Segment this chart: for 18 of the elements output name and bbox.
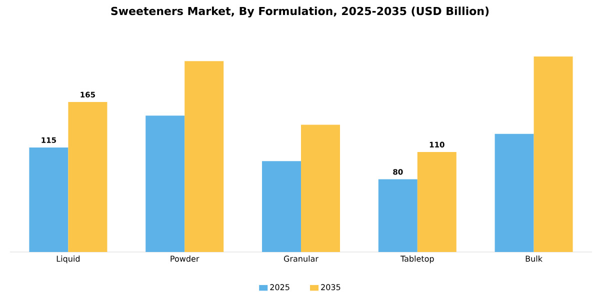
x-tick-label: Liquid [56, 256, 80, 264]
bar [534, 56, 573, 252]
bar [146, 116, 185, 252]
bar [68, 102, 108, 252]
x-tick-label: Bulk [526, 256, 542, 262]
bar [378, 179, 418, 252]
x-tick-label: Tabletop [400, 256, 434, 264]
x-tick-label: Powder [170, 256, 200, 262]
legend-label: 2035 [321, 284, 340, 290]
legend-label: 2025 [270, 284, 290, 290]
bar [417, 152, 456, 252]
chart-title: Sweeteners Market, By Formulation, 2025-2035 (USD Billion) [111, 6, 489, 18]
bar [301, 124, 340, 252]
x-tick-label: Granular [284, 256, 318, 262]
bar [262, 161, 301, 252]
bar [184, 61, 224, 252]
bar [494, 134, 534, 252]
bar [29, 147, 68, 252]
